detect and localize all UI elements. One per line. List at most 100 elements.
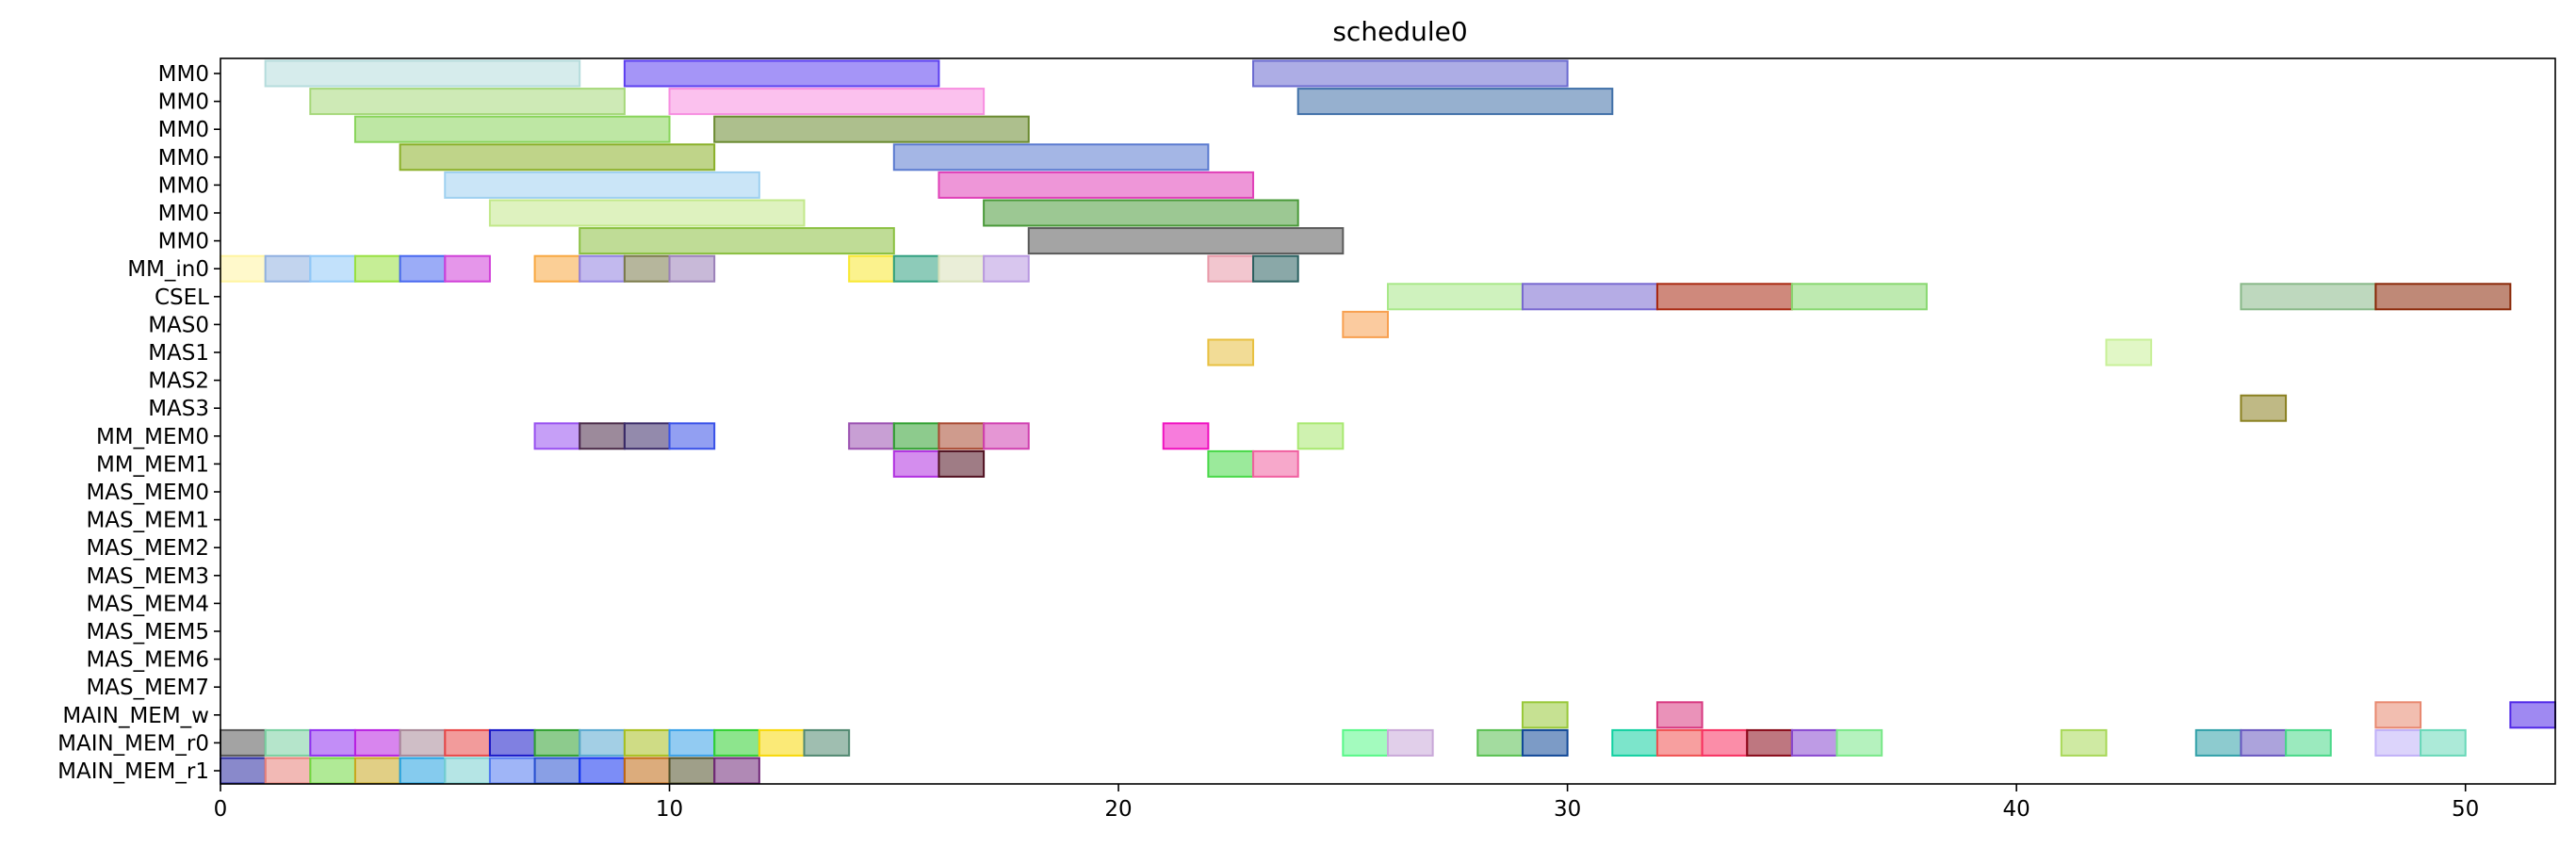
y-tick-label: MAIN_MEM_r1 xyxy=(57,759,209,784)
task-bar xyxy=(623,728,671,757)
task-bar xyxy=(1252,254,1299,283)
task-bar xyxy=(2374,283,2512,311)
y-tick-label: MM0 xyxy=(158,173,209,198)
task-bar xyxy=(892,143,1210,171)
task-bar xyxy=(399,728,447,757)
task-bar xyxy=(1342,728,1390,757)
task-bar xyxy=(353,728,401,757)
task-bar xyxy=(1252,59,1569,88)
task-bar xyxy=(533,422,581,450)
task-bar xyxy=(579,227,895,255)
task-bar xyxy=(1387,283,1524,311)
task-bar xyxy=(1521,701,1569,729)
task-bar xyxy=(1342,310,1390,338)
y-tick-label: MAS_MEM1 xyxy=(86,509,209,533)
y-tick-label: MAS_MEM7 xyxy=(86,676,209,700)
y-tick-label: MAS_MEM6 xyxy=(86,648,209,673)
task-bar xyxy=(937,422,986,450)
task-bar xyxy=(937,449,986,478)
task-bar xyxy=(623,254,671,283)
y-tick-label: MAS_MEM5 xyxy=(86,620,209,644)
task-bar xyxy=(264,728,312,757)
task-bar xyxy=(1296,422,1345,450)
task-bar xyxy=(2420,728,2467,757)
task-bar xyxy=(2240,394,2288,422)
y-tick-label: CSEL xyxy=(155,285,209,310)
task-bar xyxy=(668,254,716,283)
task-bar xyxy=(2374,701,2422,729)
task-bar xyxy=(1521,728,1569,757)
task-bar xyxy=(668,757,716,785)
task-bar xyxy=(1207,254,1255,283)
task-bar xyxy=(1655,701,1704,729)
task-bar xyxy=(1027,227,1345,255)
task-bar xyxy=(892,254,940,283)
x-tick-label: 50 xyxy=(2452,797,2479,822)
task-bar xyxy=(533,728,581,757)
task-bar xyxy=(444,728,491,757)
task-bar xyxy=(623,757,671,785)
task-bar xyxy=(983,199,1299,227)
task-bar xyxy=(1387,728,1434,757)
task-bar xyxy=(399,143,716,171)
y-tick-label: MAS_MEM4 xyxy=(86,592,209,616)
task-bar xyxy=(1207,338,1255,367)
task-bar xyxy=(264,757,312,785)
y-tick-label: MAIN_MEM_r0 xyxy=(57,731,209,756)
task-bar xyxy=(264,254,312,283)
task-bar xyxy=(220,757,267,785)
y-tick-label: MM0 xyxy=(158,90,209,115)
task-bar xyxy=(579,757,626,785)
task-bar xyxy=(848,254,895,283)
y-tick-label: MAS3 xyxy=(148,397,209,421)
task-bar xyxy=(309,254,356,283)
y-tick-label: MAIN_MEM_w xyxy=(62,704,209,728)
task-bar xyxy=(444,254,491,283)
task-bar xyxy=(309,757,356,785)
x-tick-label: 0 xyxy=(214,797,228,822)
task-bar xyxy=(2240,728,2288,757)
task-bar xyxy=(2060,728,2108,757)
task-bar xyxy=(264,59,581,88)
y-tick-label: MAS_MEM0 xyxy=(86,481,209,505)
task-bar xyxy=(1207,449,1255,478)
task-bar xyxy=(488,199,806,227)
task-bar xyxy=(1835,728,1883,757)
task-bar xyxy=(937,171,1255,199)
task-bar xyxy=(353,757,401,785)
y-tick-label: MAS0 xyxy=(148,313,209,337)
task-bar xyxy=(758,728,806,757)
task-bar xyxy=(220,728,267,757)
y-tick-label: MM_in0 xyxy=(127,257,209,282)
task-bar xyxy=(713,728,760,757)
x-tick-label: 30 xyxy=(1554,797,1581,822)
y-tick-label: MM0 xyxy=(158,62,209,87)
y-tick-label: MM0 xyxy=(158,202,209,226)
y-tick-label: MAS_MEM3 xyxy=(86,564,209,589)
y-tick-label: MAS2 xyxy=(148,369,209,394)
task-bar xyxy=(309,728,356,757)
task-bar xyxy=(309,88,626,116)
plot-frame xyxy=(220,57,2556,785)
y-tick-label: MM0 xyxy=(158,118,209,142)
task-bar xyxy=(444,171,760,199)
task-bar xyxy=(2285,728,2332,757)
task-bar xyxy=(353,115,671,143)
task-bar xyxy=(488,728,536,757)
y-tick-label: MM0 xyxy=(158,146,209,171)
task-bar xyxy=(1296,88,1614,116)
y-tick-label: MM_MEM0 xyxy=(96,425,209,449)
task-bar xyxy=(579,254,626,283)
x-tick-label: 10 xyxy=(656,797,683,822)
task-bar xyxy=(892,422,940,450)
task-bar xyxy=(2240,283,2377,311)
y-tick-label: MM_MEM1 xyxy=(96,452,209,477)
task-bar xyxy=(1790,728,1838,757)
task-bar xyxy=(2194,728,2242,757)
task-bar xyxy=(1790,283,1928,311)
task-bar xyxy=(1476,728,1524,757)
task-bar xyxy=(1655,283,1793,311)
x-axis: 0 10 20 30 40 50 xyxy=(214,784,2479,822)
task-bar xyxy=(668,88,986,116)
